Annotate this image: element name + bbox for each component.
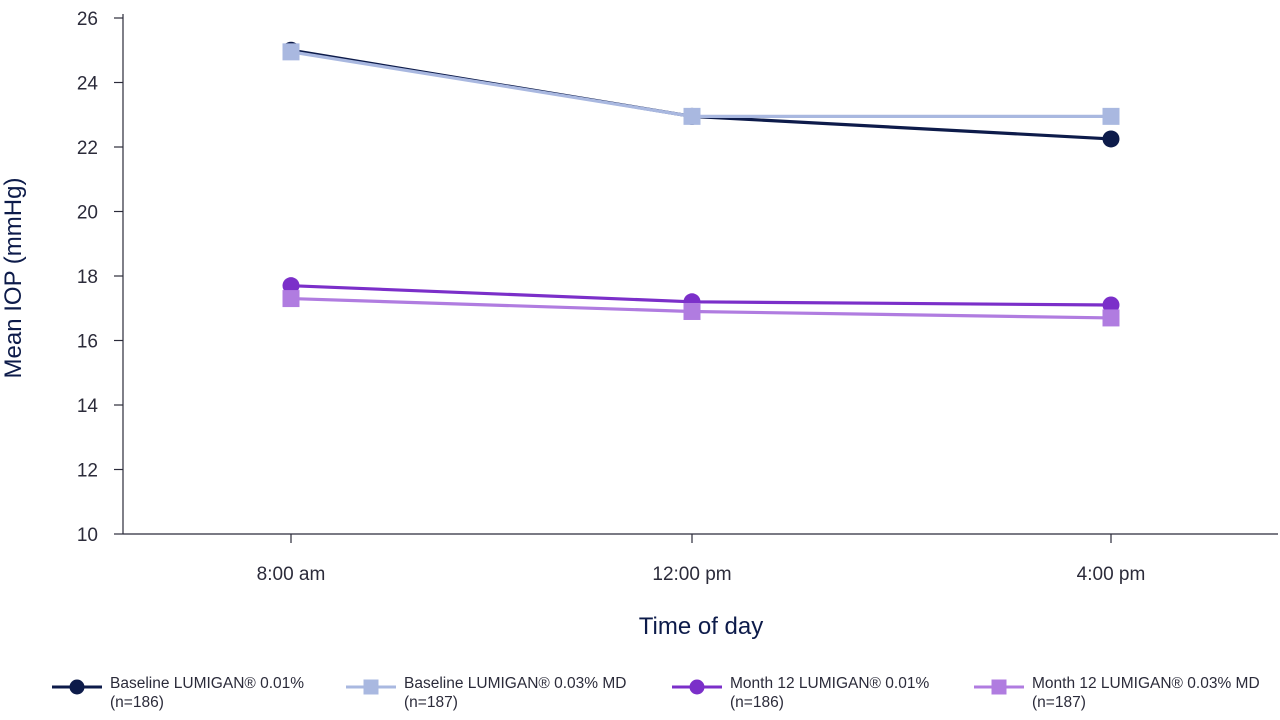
legend-label: Baseline LUMIGAN® 0.01% xyxy=(110,675,305,692)
y-tick-label: 18 xyxy=(77,267,98,288)
x-tick-label: 12:00 pm xyxy=(652,564,731,585)
legend-n-label: (n=187) xyxy=(1032,694,1086,711)
y-tick-label: 26 xyxy=(77,9,98,30)
legend-label: Month 12 LUMIGAN® 0.01% xyxy=(730,675,930,692)
line-chart: 10 12 14 16 18 20 22 24 26 8:00 am 12:00 pm 4:00 pm… xyxy=(0,9,1278,640)
square-marker-icon xyxy=(346,679,396,695)
data-point xyxy=(1102,296,1120,314)
y-tick-label: 24 xyxy=(77,74,99,95)
legend: Baseline LUMIGAN® 0.01% (n=186) Baseline… xyxy=(0,674,1280,720)
data-point xyxy=(282,277,300,295)
x-tick-label: 4:00 pm xyxy=(1077,564,1146,585)
axes xyxy=(122,14,1278,535)
data-point xyxy=(1102,130,1120,148)
ticks: 10 12 14 16 18 20 22 24 26 8:00 am 12:00 pm 4:00 pm xyxy=(77,9,1145,585)
data-point xyxy=(282,43,300,61)
y-tick-label: 16 xyxy=(77,332,98,353)
y-tick-label: 10 xyxy=(77,525,98,546)
y-axis-title: Mean IOP (mmHg) xyxy=(0,178,27,379)
data-point xyxy=(1102,107,1120,125)
circle-marker-icon xyxy=(52,679,102,695)
series-3 xyxy=(282,277,1120,314)
data-point xyxy=(683,107,701,125)
series-layer xyxy=(282,41,1120,327)
legend-n-label: (n=187) xyxy=(404,694,458,711)
x-axis-title: Time of day xyxy=(639,613,764,640)
legend-label: Month 12 LUMIGAN® 0.03% MD xyxy=(1032,675,1260,692)
legend-label: Baseline LUMIGAN® 0.03% MD xyxy=(404,675,627,692)
data-point xyxy=(282,290,300,308)
y-tick-label: 14 xyxy=(77,396,99,417)
square-marker-icon xyxy=(974,679,1024,695)
circle-marker-icon xyxy=(672,679,722,695)
series-line xyxy=(290,50,1111,118)
data-point xyxy=(1102,309,1120,327)
legend-n-label: (n=186) xyxy=(110,694,164,711)
y-tick-label: 22 xyxy=(77,138,98,159)
y-tick-label: 12 xyxy=(77,461,98,482)
series-1 xyxy=(282,41,1120,148)
data-point xyxy=(683,302,701,320)
series-2 xyxy=(282,43,1120,125)
y-tick-label: 20 xyxy=(77,203,98,224)
legend-n-label: (n=186) xyxy=(730,694,784,711)
series-4 xyxy=(282,290,1120,327)
x-tick-label: 8:00 am xyxy=(257,564,326,585)
series-line xyxy=(290,48,1112,141)
